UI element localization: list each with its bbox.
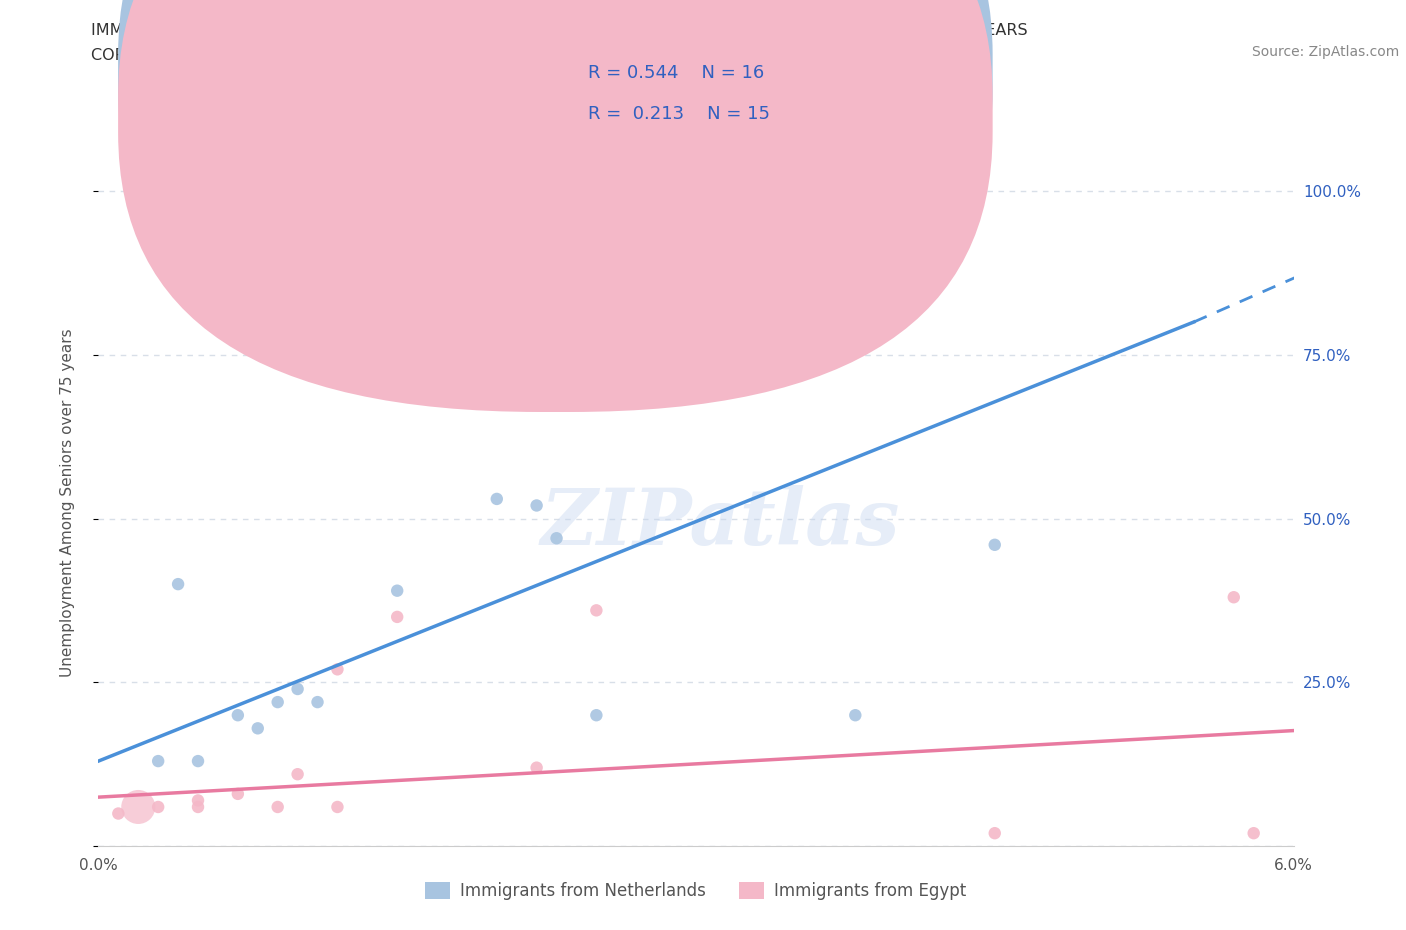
Point (307, 695, 329, 710)
Point (485, 491, 508, 506)
Legend: Immigrants from Netherlands, Immigrants from Egypt: Immigrants from Netherlands, Immigrants … (419, 875, 973, 907)
Point (246, 721, 269, 736)
Point (526, 760, 548, 775)
Point (287, 682, 309, 697)
Text: R =  0.213    N = 15: R = 0.213 N = 15 (588, 105, 769, 124)
Point (187, 793, 209, 808)
Point (326, 662, 349, 677)
Text: CORRELATION CHART: CORRELATION CHART (91, 48, 264, 63)
Text: Source: ZipAtlas.com: Source: ZipAtlas.com (1251, 45, 1399, 59)
Point (148, 753, 170, 768)
Point (187, 753, 209, 768)
Point (148, 800, 170, 815)
Point (546, 230, 568, 245)
Point (127, 800, 149, 815)
Point (585, 708, 607, 723)
Point (187, 800, 209, 815)
Point (385, 583, 409, 598)
Point (267, 800, 290, 815)
Point (984, 826, 1007, 841)
Point (226, 787, 249, 802)
Point (546, 531, 568, 546)
Point (585, 603, 607, 618)
Point (167, 577, 190, 591)
Point (267, 695, 290, 710)
Point (287, 766, 309, 781)
Point (526, 498, 548, 513)
Y-axis label: Unemployment Among Seniors over 75 years: Unemployment Among Seniors over 75 years (60, 328, 75, 676)
Point (385, 609, 409, 624)
Point (1243, 826, 1265, 841)
Text: IMMIGRANTS FROM NETHERLANDS VS IMMIGRANTS FROM EGYPT UNEMPLOYMENT AMONG SENIORS : IMMIGRANTS FROM NETHERLANDS VS IMMIGRANT… (91, 23, 1028, 38)
Point (226, 708, 249, 723)
Point (326, 800, 349, 815)
Text: ZIPatlas: ZIPatlas (540, 485, 900, 561)
Point (107, 806, 129, 821)
Point (1223, 590, 1246, 604)
Point (984, 538, 1007, 552)
Text: R = 0.544    N = 16: R = 0.544 N = 16 (588, 63, 763, 82)
Point (844, 708, 866, 723)
